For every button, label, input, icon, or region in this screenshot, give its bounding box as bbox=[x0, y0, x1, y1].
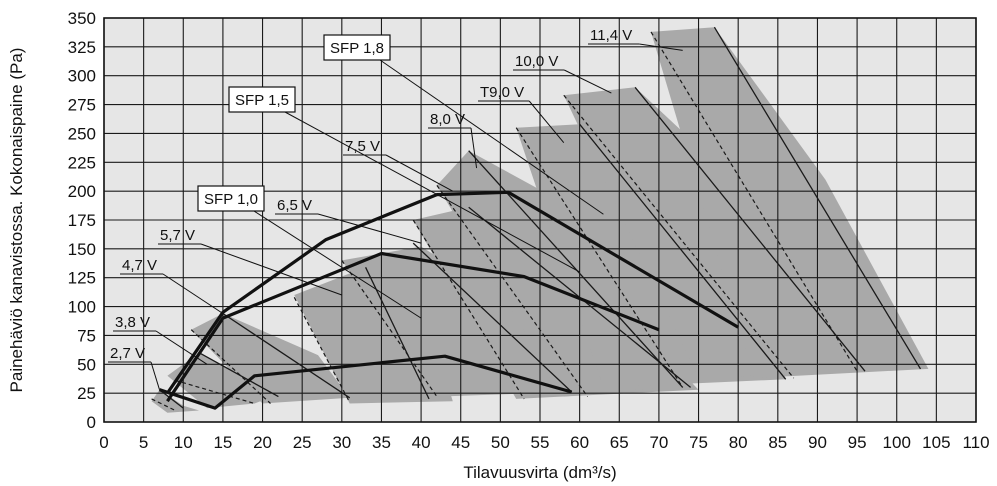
voltage-line-2 bbox=[222, 312, 351, 399]
x-tick-label: 25 bbox=[293, 433, 312, 452]
voltage-dash-8 bbox=[563, 94, 795, 379]
sfp-label-1: SFP 1,5 bbox=[235, 92, 289, 109]
x-tick-label: 110 bbox=[962, 433, 989, 452]
voltage-label-leader bbox=[317, 213, 422, 244]
voltage-band-2 bbox=[191, 313, 350, 404]
sfp-label-box bbox=[323, 34, 391, 61]
voltage-line-0 bbox=[159, 389, 184, 409]
x-tick-label: 0 bbox=[99, 433, 108, 452]
sfp-label-box bbox=[197, 185, 265, 212]
voltage-dash-7 bbox=[515, 127, 684, 388]
y-tick-label: 175 bbox=[68, 211, 96, 230]
x-tick-label: 65 bbox=[610, 433, 629, 452]
y-tick-label: 0 bbox=[87, 413, 96, 432]
voltage-label-3: 5,7 V bbox=[160, 227, 195, 244]
voltage-line-4 bbox=[412, 242, 573, 393]
x-tick-label: 95 bbox=[848, 433, 867, 452]
y-tick-label: 25 bbox=[77, 384, 96, 403]
x-tick-label: 75 bbox=[689, 433, 708, 452]
voltage-dash-6 bbox=[436, 185, 589, 397]
voltage-label-6: 8,0 V bbox=[430, 111, 465, 128]
x-tick-label: 90 bbox=[808, 433, 827, 452]
voltage-label-leader bbox=[528, 100, 565, 143]
voltage-line-8 bbox=[634, 86, 866, 372]
y-tick-label: 350 bbox=[68, 9, 96, 28]
x-tick-label: 45 bbox=[451, 433, 470, 452]
y-tick-label: 200 bbox=[68, 182, 96, 201]
voltage-label-7: T9,0 V bbox=[480, 84, 524, 101]
plot-frame bbox=[103, 17, 977, 423]
y-tick-label: 250 bbox=[68, 124, 96, 143]
voltage-label-leader bbox=[200, 243, 342, 296]
y-tick-label: 225 bbox=[68, 153, 96, 172]
x-tick-label: 40 bbox=[412, 433, 431, 452]
y-tick-label: 100 bbox=[68, 298, 96, 317]
voltage-label-1: 3,8 V bbox=[115, 314, 150, 331]
voltage-dash-3 bbox=[293, 297, 351, 403]
voltage-label-2: 4,7 V bbox=[122, 257, 157, 274]
voltage-label-leader bbox=[639, 43, 683, 51]
sfp-curve-1 bbox=[166, 251, 660, 403]
voltage-label-leader bbox=[563, 69, 612, 94]
y-tick-label: 300 bbox=[68, 67, 96, 86]
voltage-label-9: 11,4 V bbox=[590, 27, 632, 44]
y-tick-label: 50 bbox=[77, 355, 96, 374]
voltage-label-leader bbox=[162, 273, 224, 314]
voltage-dash-9 bbox=[650, 31, 858, 372]
x-tick-label: 50 bbox=[491, 433, 510, 452]
voltage-label-leader bbox=[155, 330, 208, 365]
sfp-label-box bbox=[228, 86, 296, 113]
voltage-label-4: 6,5 V bbox=[277, 197, 312, 214]
x-tick-label: 70 bbox=[649, 433, 668, 452]
y-axis-title: Painehäviö kanavistossa. Kokonaispaine (… bbox=[7, 48, 26, 393]
y-tick-label: 125 bbox=[68, 269, 96, 288]
x-tick-label: 5 bbox=[139, 433, 148, 452]
voltage-dash-0 bbox=[151, 398, 176, 412]
x-tick-label: 55 bbox=[531, 433, 550, 452]
y-tick-label: 275 bbox=[68, 96, 96, 115]
x-tick-label: 80 bbox=[729, 433, 748, 452]
voltage-line-6 bbox=[468, 150, 684, 388]
sfp-curve-2 bbox=[166, 190, 740, 395]
x-axis-title: Tilavuusvirta (dm³/s) bbox=[463, 463, 616, 482]
sfp-label-leader bbox=[379, 59, 604, 215]
sfp-curve-0 bbox=[158, 354, 573, 410]
x-tick-label: 85 bbox=[768, 433, 787, 452]
y-tick-label: 325 bbox=[68, 38, 96, 57]
voltage-label-leader bbox=[150, 361, 160, 390]
voltage-label-leader bbox=[470, 127, 478, 169]
voltage-label-5: 7,5 V bbox=[345, 138, 380, 155]
x-tick-label: 10 bbox=[174, 433, 193, 452]
sfp-label-0: SFP 1,0 bbox=[204, 191, 258, 208]
voltage-line-9 bbox=[713, 26, 922, 370]
x-tick-label: 20 bbox=[253, 433, 272, 452]
sfp-label-2: SFP 1,8 bbox=[330, 40, 384, 57]
y-tick-label: 150 bbox=[68, 240, 96, 259]
x-tick-label: 60 bbox=[570, 433, 589, 452]
sfp-label-leader bbox=[284, 111, 580, 273]
x-tick-label: 100 bbox=[883, 433, 911, 452]
y-tick-label: 75 bbox=[77, 326, 96, 345]
x-tick-label: 30 bbox=[332, 433, 351, 452]
sfp-label-leader bbox=[253, 210, 422, 319]
voltage-label-leader bbox=[385, 154, 454, 192]
voltage-line-7 bbox=[579, 123, 787, 380]
x-tick-label: 35 bbox=[372, 433, 391, 452]
voltage-band-9 bbox=[651, 27, 929, 379]
x-tick-label: 105 bbox=[922, 433, 950, 452]
voltage-dash-5 bbox=[412, 219, 525, 400]
voltage-label-8: 10,0 V bbox=[515, 53, 558, 70]
x-tick-label: 15 bbox=[213, 433, 232, 452]
voltage-label-0: 2,7 V bbox=[110, 345, 145, 362]
